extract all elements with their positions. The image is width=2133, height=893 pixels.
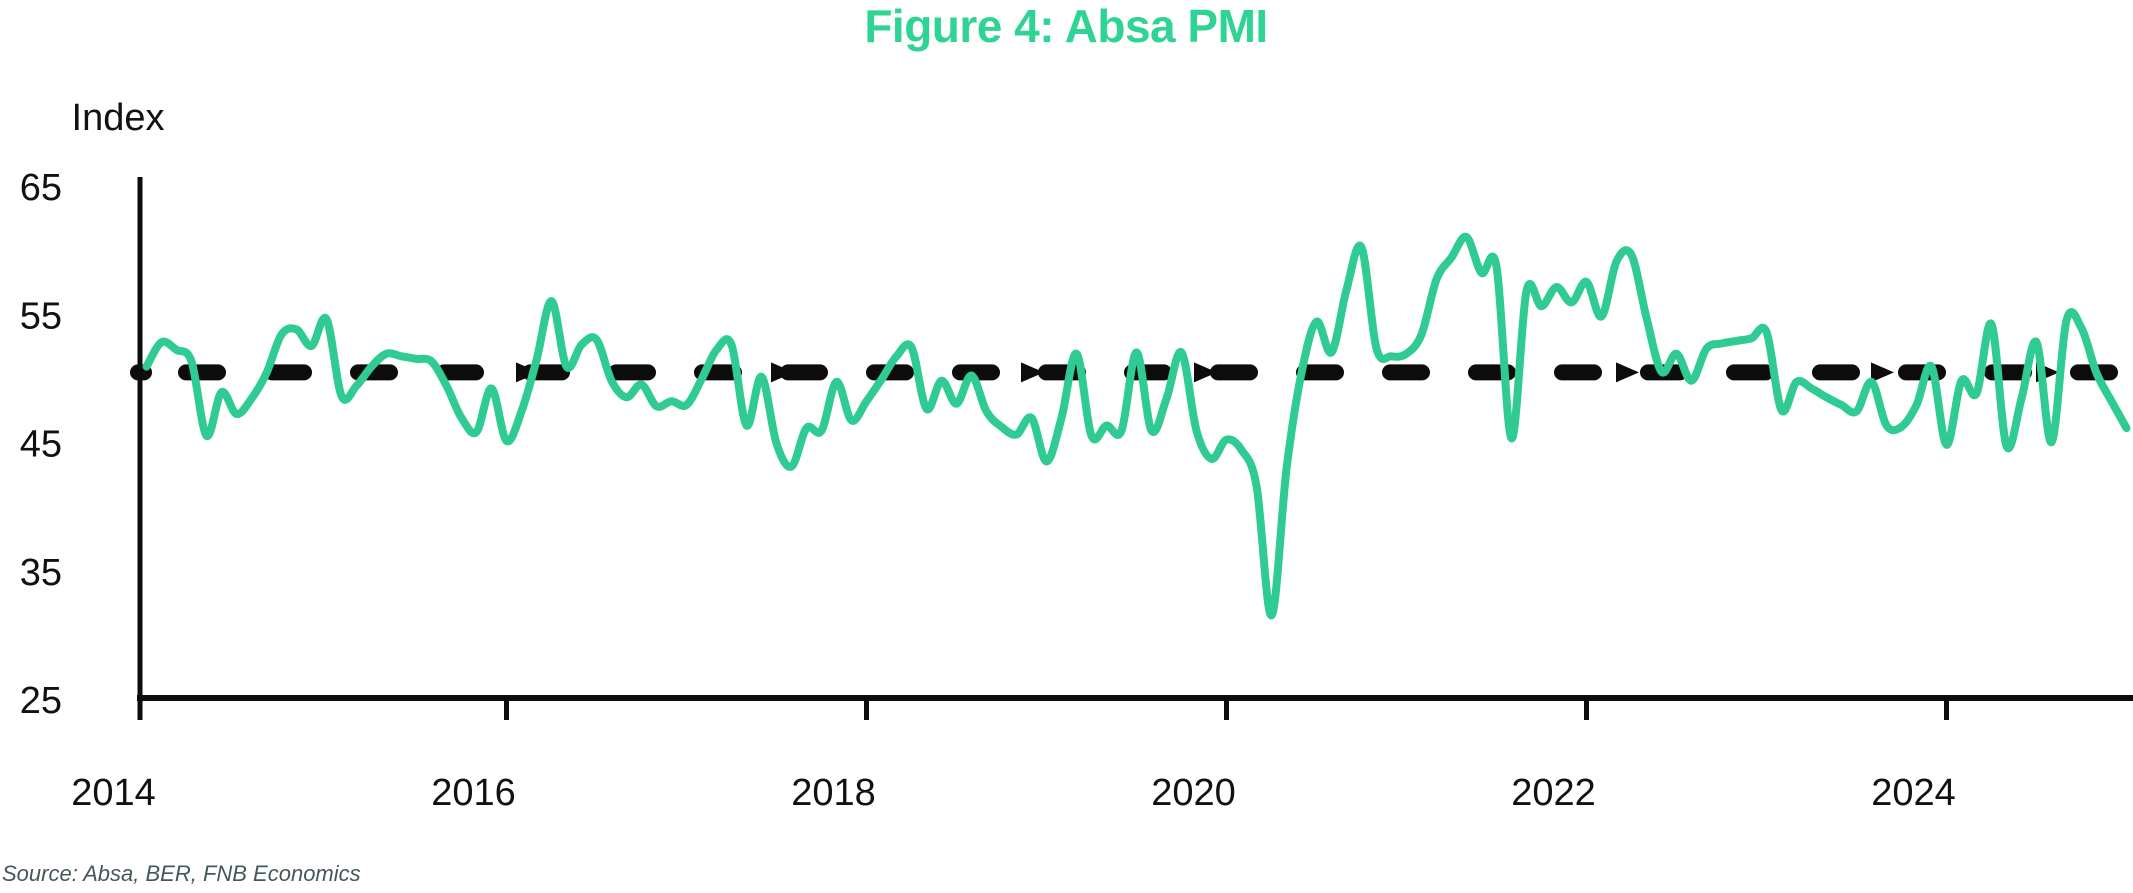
pmi-line-series: [142, 232, 2131, 620]
axis-tick-labels: 65 55 45 35 25 2014 2016 2018 2020 2022 2024: [20, 167, 1956, 814]
arrowhead-right-icon: [1021, 362, 1044, 383]
x-tick-label: 2024: [1871, 772, 1956, 814]
arrowhead-right-icon: [1871, 362, 1894, 383]
y-tick-label: 35: [20, 552, 62, 594]
arrowhead-right-icon: [1194, 362, 1217, 383]
pmi-line: [142, 232, 2131, 620]
arrowhead-right-icon: [1616, 362, 1639, 383]
x-tick-label: 2018: [791, 772, 876, 814]
x-tick-label: 2016: [431, 772, 516, 814]
figure-title: Figure 4: Absa PMI: [864, 0, 1267, 52]
arrowhead-right-icon: [516, 362, 539, 383]
source-note: Source: Absa, BER, FNB Economics: [2, 861, 361, 886]
x-tick-label: 2022: [1511, 772, 1596, 814]
arrowhead-right-icon: [771, 362, 794, 383]
y-axis-title: Index: [72, 97, 165, 139]
y-tick-label: 25: [20, 680, 62, 722]
y-tick-label: 65: [20, 167, 62, 209]
axes: [137, 177, 2133, 720]
y-tick-label: 55: [20, 295, 62, 337]
x-tick-label: 2020: [1151, 772, 1236, 814]
y-tick-label: 45: [20, 424, 62, 466]
x-tick-label: 2014: [71, 772, 156, 814]
